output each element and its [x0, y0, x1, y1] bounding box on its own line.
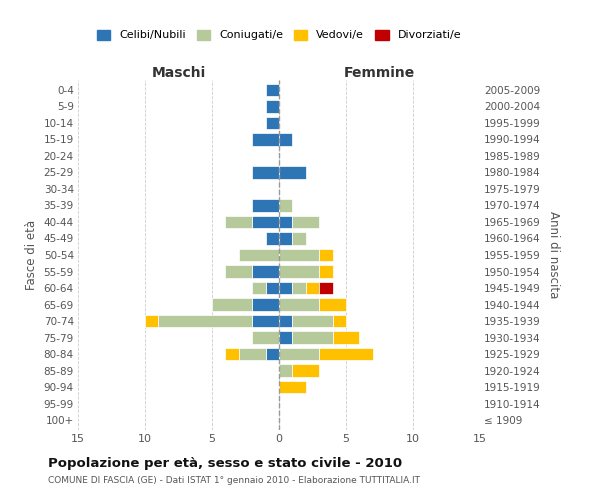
Bar: [279, 200, 292, 211]
Bar: [332, 332, 359, 344]
Bar: [279, 216, 292, 228]
Text: COMUNE DI FASCIA (GE) - Dati ISTAT 1° gennaio 2010 - Elaborazione TUTTITALIA.IT: COMUNE DI FASCIA (GE) - Dati ISTAT 1° ge…: [48, 476, 420, 485]
Bar: [212, 298, 252, 310]
Bar: [292, 232, 306, 244]
Bar: [252, 282, 266, 294]
Bar: [252, 298, 279, 310]
Bar: [292, 332, 332, 344]
Bar: [292, 364, 319, 377]
Bar: [279, 315, 292, 327]
Bar: [279, 232, 292, 244]
Bar: [279, 166, 306, 178]
Bar: [279, 332, 292, 344]
Bar: [319, 298, 346, 310]
Bar: [292, 315, 332, 327]
Bar: [158, 315, 252, 327]
Text: Popolazione per età, sesso e stato civile - 2010: Popolazione per età, sesso e stato civil…: [48, 458, 402, 470]
Bar: [319, 348, 373, 360]
Y-axis label: Anni di nascita: Anni di nascita: [547, 212, 560, 298]
Text: Maschi: Maschi: [151, 66, 206, 80]
Legend: Celibi/Nubili, Coniugati/e, Vedovi/e, Divorziati/e: Celibi/Nubili, Coniugati/e, Vedovi/e, Di…: [97, 30, 461, 40]
Bar: [332, 315, 346, 327]
Bar: [226, 216, 252, 228]
Bar: [252, 166, 279, 178]
Bar: [266, 232, 279, 244]
Bar: [266, 100, 279, 112]
Bar: [279, 282, 292, 294]
Bar: [226, 348, 239, 360]
Bar: [279, 298, 319, 310]
Bar: [279, 381, 306, 394]
Bar: [319, 249, 332, 261]
Bar: [279, 249, 319, 261]
Bar: [306, 282, 319, 294]
Bar: [252, 315, 279, 327]
Bar: [279, 364, 292, 377]
Bar: [252, 200, 279, 211]
Bar: [252, 216, 279, 228]
Bar: [239, 348, 266, 360]
Bar: [292, 216, 319, 228]
Bar: [145, 315, 158, 327]
Bar: [292, 282, 306, 294]
Bar: [252, 133, 279, 145]
Bar: [279, 348, 319, 360]
Bar: [252, 332, 279, 344]
Y-axis label: Fasce di età: Fasce di età: [25, 220, 38, 290]
Bar: [252, 266, 279, 278]
Bar: [266, 116, 279, 129]
Bar: [279, 266, 319, 278]
Text: Femmine: Femmine: [344, 66, 415, 80]
Bar: [279, 133, 292, 145]
Bar: [226, 266, 252, 278]
Bar: [239, 249, 279, 261]
Bar: [266, 282, 279, 294]
Bar: [266, 84, 279, 96]
Bar: [266, 348, 279, 360]
Bar: [319, 282, 332, 294]
Bar: [319, 266, 332, 278]
